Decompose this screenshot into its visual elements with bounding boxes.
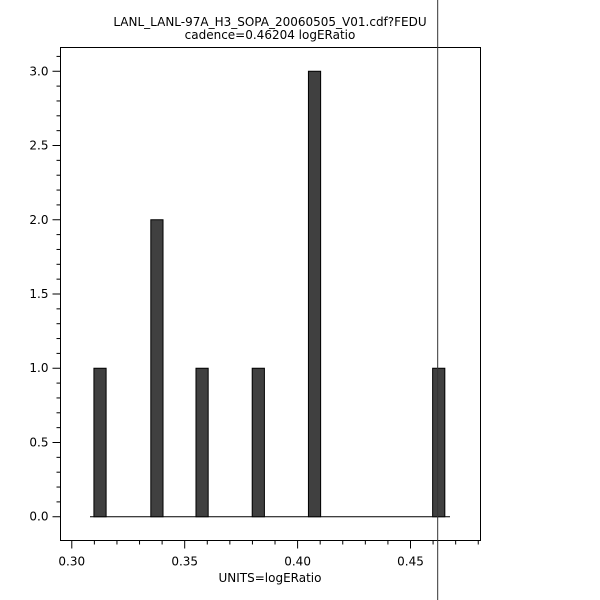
chart-subtitle: cadence=0.46204 logERatio — [185, 28, 356, 42]
y-tick-label: 2.0 — [29, 213, 48, 227]
y-axis: 0.0 0.5 1.0 1.5 2.0 2.5 3.0 — [29, 55, 61, 524]
histogram-bar — [251, 367, 265, 518]
histogram-bar — [93, 367, 107, 518]
x-tick-label: 0.45 — [397, 555, 424, 569]
y-tick-label: 2.5 — [29, 139, 48, 153]
plot-frame — [60, 47, 481, 541]
histogram-bar — [307, 70, 322, 518]
histogram-bar — [432, 367, 446, 518]
histogram-bar — [195, 367, 209, 518]
x-axis: 0.30 0.35 0.40 0.45 — [58, 540, 479, 569]
bars — [90, 0, 450, 600]
y-tick-label: 0.5 — [29, 435, 48, 449]
y-tick-label: 0.0 — [29, 510, 48, 524]
x-tick-label: 0.35 — [171, 555, 198, 569]
histogram-bar — [150, 219, 164, 518]
y-tick-label: 1.5 — [29, 287, 48, 301]
y-tick-label: 3.0 — [29, 64, 48, 78]
chart-title: LANL_LANL-97A_H3_SOPA_20060505_V01.cdf?F… — [113, 15, 426, 29]
x-tick-label: 0.30 — [58, 555, 85, 569]
x-axis-label: UNITS=logERatio — [219, 571, 322, 585]
y-tick-label: 1.0 — [29, 361, 48, 375]
x-tick-label: 0.40 — [284, 555, 311, 569]
